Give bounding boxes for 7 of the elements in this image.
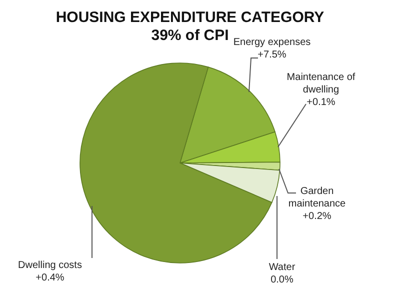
slice-label: Energy expenses +7.5% — [233, 37, 311, 60]
slice-label: Maintenance of dwelling +0.1% — [286, 72, 356, 108]
slice-label: Garden maintenance +0.2% — [288, 186, 346, 222]
chart-subtitle: 39% of CPI — [151, 27, 229, 44]
slice-label: Dwelling costs +0.4% — [18, 260, 82, 284]
chart-title: HOUSING EXPENDITURE CATEGORY — [56, 9, 324, 26]
slice-label: Water 0.0% — [268, 262, 296, 286]
